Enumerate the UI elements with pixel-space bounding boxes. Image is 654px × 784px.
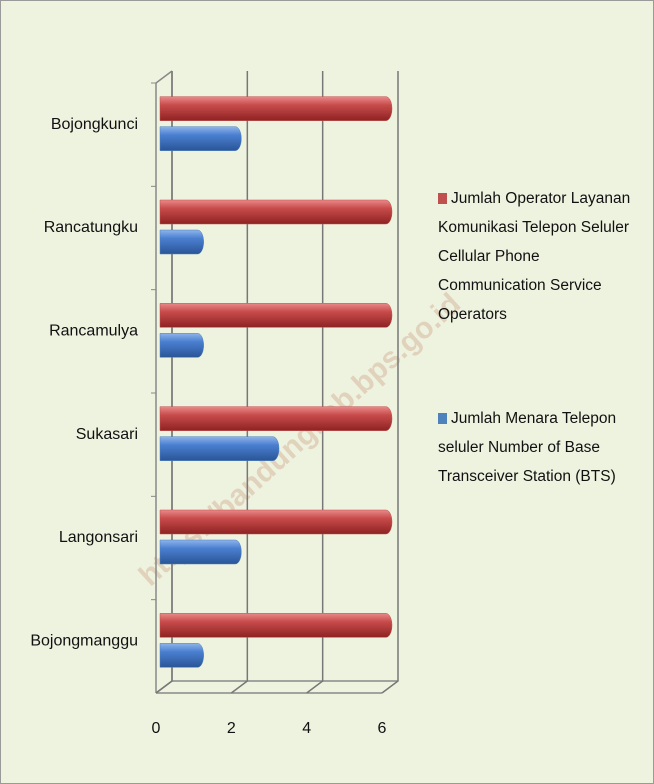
bar	[159, 539, 242, 565]
y-tick-label: Sukasari	[76, 426, 138, 443]
legend-swatch	[438, 413, 447, 424]
legend-label: Jumlah Menara Telepon seluler Number of …	[438, 410, 617, 485]
bar	[159, 436, 280, 461]
grid-line	[155, 71, 173, 694]
bar	[159, 333, 204, 358]
x-tick-label: 6	[378, 720, 387, 737]
x-tick-label: 2	[227, 720, 236, 737]
bar	[159, 96, 393, 121]
grid-line	[306, 71, 324, 694]
bar	[159, 229, 204, 255]
bar	[159, 303, 393, 328]
x-tick-label: 4	[302, 720, 311, 737]
bar	[159, 126, 242, 151]
legend-label: Jumlah Operator Layanan Komunikasi Telep…	[438, 190, 631, 323]
bar	[159, 613, 393, 638]
grid-line	[381, 71, 399, 694]
bar	[159, 509, 393, 535]
legend-swatch	[438, 193, 447, 204]
axis-line	[155, 70, 173, 84]
y-tick-label: Rancamulya	[49, 323, 138, 340]
legend-entry: Jumlah Menara Telepon seluler Number of …	[438, 404, 648, 491]
x-tick-label: 0	[152, 720, 161, 737]
bar	[159, 199, 393, 225]
y-tick-label: Langonsari	[59, 529, 138, 546]
grid-line	[230, 71, 249, 694]
y-tick-label: Bojongmanggu	[30, 633, 138, 650]
y-tick-label: Rancatungku	[44, 219, 138, 236]
legend-entry: Jumlah Operator Layanan Komunikasi Telep…	[438, 184, 648, 329]
y-tick-label: Bojongkunci	[51, 116, 138, 133]
bar	[159, 643, 204, 668]
bar	[159, 406, 393, 431]
